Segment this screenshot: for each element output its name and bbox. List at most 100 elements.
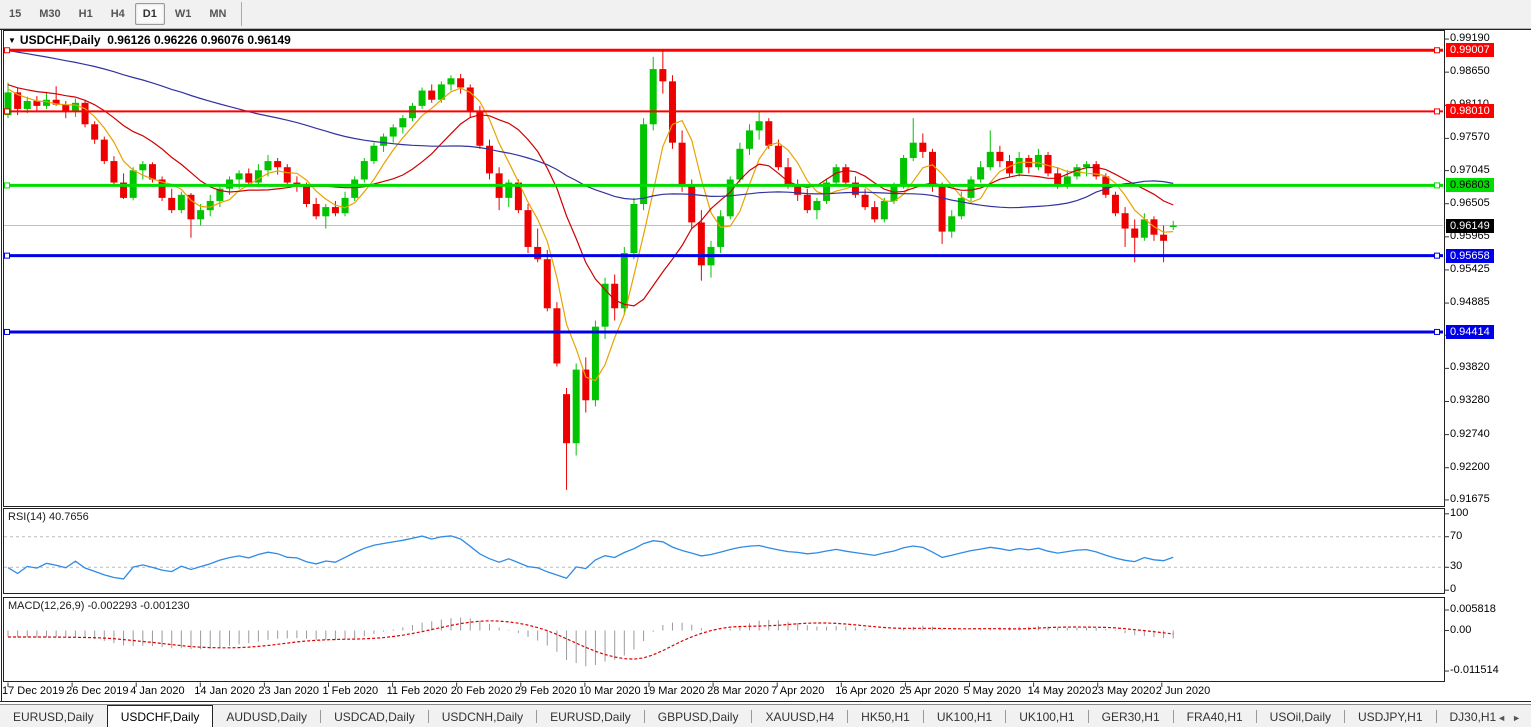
candle: [418, 87, 426, 109]
candle: [688, 179, 696, 229]
toolbar-separator: [241, 2, 243, 26]
candle: [697, 210, 705, 281]
pane-border: [3, 508, 1445, 594]
timeframe-button-H1[interactable]: H1: [78, 8, 93, 20]
line-anchor-marker[interactable]: [1434, 47, 1440, 54]
candle: [938, 182, 946, 244]
date-axis-label: 7 Apr 2020: [771, 685, 825, 697]
symbol-dropdown-icon[interactable]: ▼: [8, 36, 16, 45]
timeframe-button-H4[interactable]: H4: [110, 8, 125, 20]
chart-tab-USDCHF-Daily[interactable]: USDCHF,Daily: [106, 705, 214, 727]
hline-price-badge[interactable]: 0.99007: [1446, 43, 1494, 58]
price-axis-label: 0.93280: [1450, 394, 1490, 407]
line-anchor-marker[interactable]: [1434, 252, 1440, 259]
candle: [1015, 151, 1023, 177]
tab-separator: [643, 710, 645, 723]
candle: [563, 388, 571, 490]
timeframe-button-MN[interactable]: MN: [209, 8, 227, 20]
timeframe-button-D1[interactable]: D1: [134, 3, 165, 25]
date-axis-label: 19 Mar 2020: [643, 685, 705, 697]
chart-canvas: [0, 29, 1531, 702]
chart-tab-XAUUSD-H4[interactable]: XAUUSD,H4: [765, 710, 835, 724]
chart-tab-UK100-H1[interactable]: UK100,H1: [936, 710, 993, 724]
line-anchor-marker[interactable]: [1434, 328, 1440, 335]
chart-tab-USDCNH-Daily[interactable]: USDCNH,Daily: [441, 710, 524, 724]
rsi-pane: [4, 535, 1443, 580]
candle: [784, 158, 792, 189]
rsi-axis-label: 100: [1450, 506, 1469, 519]
line-anchor-marker[interactable]: [4, 328, 10, 335]
candle: [216, 185, 224, 208]
candle: [399, 115, 407, 134]
chart-tab-EURUSD-Daily[interactable]: EURUSD,Daily: [13, 710, 94, 724]
tab-separator: [751, 710, 753, 723]
timeframe-button-W1[interactable]: W1: [174, 8, 192, 20]
chart-tab-EURUSD-Daily[interactable]: EURUSD,Daily: [550, 710, 631, 724]
date-axis-label: 10 Mar 2020: [578, 685, 641, 697]
hline-price-badge[interactable]: 0.95658: [1446, 248, 1494, 263]
date-axis-label: 16 Apr 2020: [835, 685, 895, 697]
date-axis-label: 26 Dec 2019: [66, 685, 129, 697]
timeframe-button-M30[interactable]: M30: [39, 8, 61, 20]
candle: [447, 75, 455, 91]
tab-scroll-arrows[interactable]: ◄►: [1497, 713, 1527, 723]
candle: [466, 84, 474, 119]
candle: [495, 167, 503, 211]
chart-tab-UK100-H1[interactable]: UK100,H1: [1019, 710, 1075, 724]
candle: [553, 302, 561, 367]
candle: [1034, 148, 1042, 171]
candle: [996, 145, 1004, 168]
candle: [389, 124, 397, 143]
macd-pane: [7, 617, 1174, 667]
date-axis-label: 23 May 2020: [1091, 685, 1156, 697]
chart-tab-GER30-H1[interactable]: GER30,H1: [1101, 710, 1160, 724]
hline-price-badge[interactable]: 0.96803: [1446, 178, 1494, 193]
candle: [611, 274, 619, 321]
line-anchor-marker[interactable]: [4, 252, 10, 259]
price-axis-label: 0.95965: [1450, 229, 1490, 242]
line-anchor-marker[interactable]: [1434, 182, 1440, 189]
hline-price-badge[interactable]: 0.98010: [1446, 104, 1494, 119]
hline-price-badge[interactable]: 0.94414: [1446, 324, 1494, 339]
chart-tab-USDJPY-H1[interactable]: USDJPY,H1: [1358, 710, 1423, 724]
macd-indicator-label: MACD(12,26,9) -0.002293 -0.001230: [8, 600, 190, 612]
candle: [803, 188, 811, 214]
price-axis-label: 0.97045: [1450, 163, 1490, 176]
chart-tab-AUDUSD-Daily[interactable]: AUDUSD,Daily: [226, 710, 308, 724]
chart-title-ohlc: 0.96126 0.96226 0.96076 0.96149: [107, 33, 291, 47]
tab-scroll-left-icon[interactable]: ◄: [1497, 713, 1513, 723]
line-anchor-marker[interactable]: [1434, 108, 1440, 115]
candle: [476, 105, 484, 149]
chart-tab-FRA40-H1[interactable]: FRA40,H1: [1186, 710, 1243, 724]
line-anchor-marker[interactable]: [4, 182, 10, 189]
line-anchor-marker[interactable]: [4, 47, 10, 54]
tab-scroll-right-icon[interactable]: ►: [1512, 713, 1527, 723]
candle: [43, 91, 51, 109]
price-axis-label: 0.91675: [1450, 492, 1490, 505]
chart-tab-USDCAD-Daily[interactable]: USDCAD,Daily: [334, 710, 415, 724]
chart-tab-DJ30-H1[interactable]: DJ30,H1: [1449, 710, 1497, 724]
price-axis-label: 0.92740: [1450, 427, 1490, 440]
tab-separator: [1005, 710, 1007, 723]
candle: [71, 98, 79, 117]
candle: [486, 139, 493, 180]
line-anchor-marker[interactable]: [4, 108, 10, 115]
candle: [158, 176, 166, 201]
date-axis-label: 11 Feb 2020: [386, 685, 448, 697]
chart-title: ▼ USDCHF,Daily 0.96126 0.96226 0.96076 0.…: [8, 33, 291, 47]
chart-tab-USOil-Daily[interactable]: USOil,Daily: [1269, 710, 1332, 724]
price-axis-label: 0.96505: [1450, 196, 1490, 209]
candle: [1140, 213, 1148, 241]
candle: [755, 112, 763, 140]
candle: [1025, 154, 1033, 174]
timeframe-toolbar: 15 M30 H1 H4 D1 W1 MN: [0, 0, 1531, 29]
timeframe-button-15[interactable]: 15: [9, 8, 22, 20]
candle: [341, 191, 349, 217]
chart-tab-GBPUSD-Daily[interactable]: GBPUSD,Daily: [657, 710, 739, 724]
candle: [823, 179, 831, 205]
chart-tab-HK50-H1[interactable]: HK50,H1: [861, 710, 910, 724]
price-axis-label: 0.95425: [1450, 262, 1490, 275]
candle: [139, 161, 147, 180]
price-axis-label: 0.94885: [1450, 296, 1490, 309]
rsi-indicator-label: RSI(14) 40.7656: [8, 511, 89, 523]
